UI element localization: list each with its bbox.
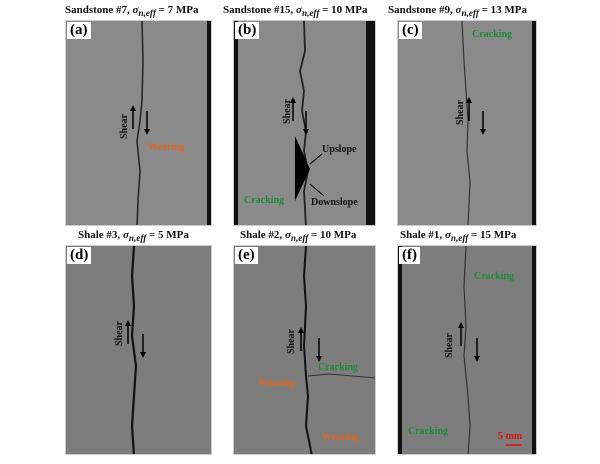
sigma-sub: n,eff [128,233,147,244]
cracking-label: Cracking [244,195,284,206]
wearing-label-1: Wearing [258,378,295,389]
panel-label: (e) [235,247,258,264]
title-text: Shale #3, [78,229,123,241]
title-value: = 13 MPa [478,4,527,16]
shear-label: Shear [444,333,455,358]
scale-bar-label: 5 mm [498,431,523,442]
sigma: σ [455,4,462,16]
panel-f-image: (f) Shear Cracking Cracking 5 mm [397,245,537,455]
panel-d-title: Shale #3, σn,eff = 5 MPa [78,229,189,243]
sigma-sub: n,eff [461,8,479,19]
sigma-sub: n,eff [290,233,309,244]
title-text: Sandstone #15, [223,4,297,16]
fracture-trace [298,246,375,454]
fracture-trace [234,21,375,225]
fracture-trace [461,21,536,225]
downslope-label: Downslope [311,197,358,208]
fracture-trace [125,246,146,454]
title-value: = 15 MPa [468,229,517,241]
panel-c-title: Sandstone #9, σn,eff = 13 MPa [388,4,527,18]
sigma-sub: n,eff [301,8,320,19]
cracking-label-2: Cracking [408,426,448,437]
sigma: σ [284,229,291,241]
panel-b-title: Sandstone #15, σn,eff = 10 MPa [223,4,368,18]
title-value: = 7 MPa [155,4,199,16]
title-text: Shale #2, [240,229,285,241]
shear-label: Shear [282,99,293,124]
wearing-label: Wearing [148,142,185,153]
panel-label: (b) [235,22,260,39]
panel-label: (d) [67,247,92,264]
sigma-sub: n,eff [450,233,469,244]
panel-b-image: (b) Shear Upslope Downslope Cracking [233,20,376,226]
title-value: = 5 MPa [146,229,189,241]
title-value: = 10 MPa [308,229,357,241]
panel-e-image: (e) Shear Cracking Wearing Wearing [233,245,376,455]
panel-e-title: Shale #2, σn,eff = 10 MPa [240,229,356,243]
panel-f-title: Shale #1, σn,eff = 15 MPa [400,229,516,243]
cracking-label: Cracking [472,29,512,40]
cracking-label: Cracking [318,362,358,373]
title-text: Sandstone #9, [388,4,456,16]
sigma: σ [296,4,302,16]
shear-label: Shear [114,321,125,346]
title-text: Sandstone #7, [65,4,133,16]
sigma: σ [444,229,451,241]
wearing-label-2: Wearing [322,432,359,443]
title-text: Shale #1, [400,229,445,241]
title-value: = 10 MPa [319,4,368,16]
panel-a-title: Sandstone #7, σn,eff = 7 MPa [65,4,199,18]
shear-label: Shear [119,114,130,139]
sigma: σ [122,229,129,241]
shear-label: Shear [286,329,297,354]
fracture-trace [398,246,536,454]
panel-a-image: (a) Shear Wearing [65,20,212,226]
sigma-sub: n,eff [138,8,156,19]
panel-label: (f) [399,247,420,264]
panel-label: (a) [67,22,91,39]
panel-label: (c) [399,22,422,39]
cracking-label-1: Cracking [474,271,514,282]
upslope-label: Upslope [322,144,357,155]
fracture-trace [130,21,211,225]
shear-label: Shear [455,100,466,125]
sigma: σ [132,4,139,16]
panel-c-image: (c) Shear Cracking [397,20,537,226]
panel-d-image: (d) Shear [65,245,212,455]
